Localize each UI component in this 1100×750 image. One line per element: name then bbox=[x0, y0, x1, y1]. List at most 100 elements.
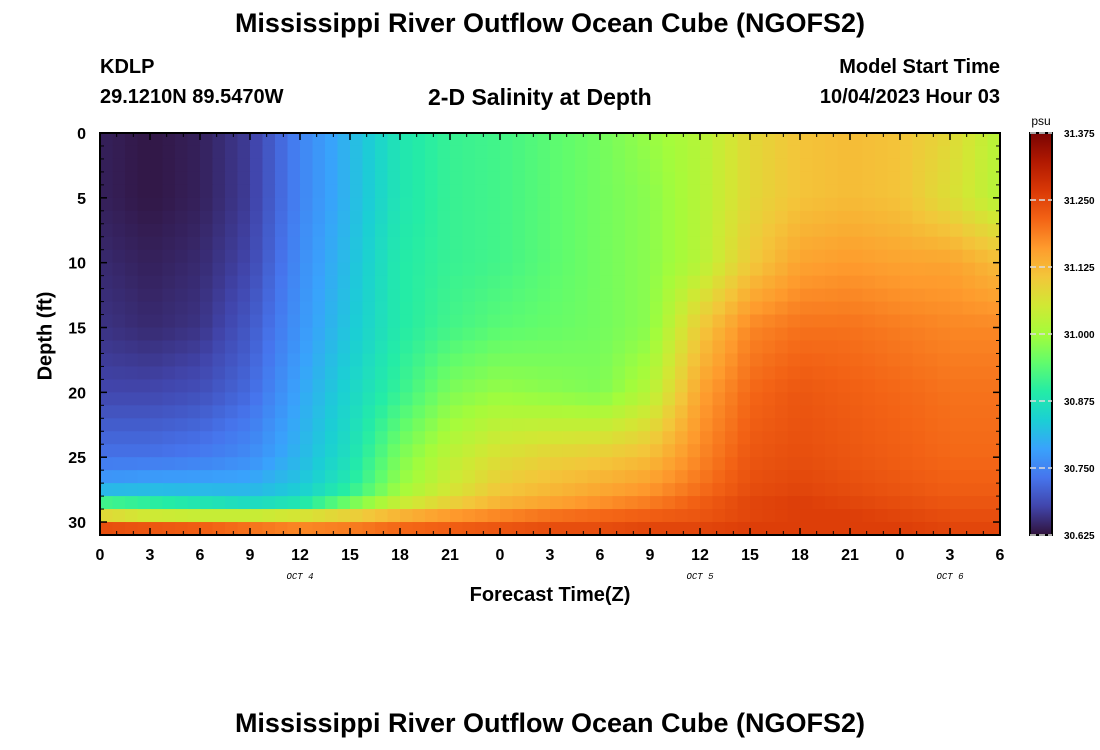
heatmap-cell bbox=[512, 379, 526, 393]
heatmap-cell bbox=[662, 223, 676, 238]
heatmap-cell bbox=[150, 366, 164, 380]
heatmap-cell bbox=[737, 522, 751, 536]
heatmap-cell bbox=[337, 288, 351, 303]
heatmap-cell bbox=[562, 405, 576, 419]
heatmap-cell bbox=[962, 210, 976, 225]
heatmap-cell bbox=[737, 405, 751, 419]
heatmap-cell bbox=[362, 249, 376, 264]
heatmap-cell bbox=[662, 197, 676, 212]
heatmap-cell bbox=[962, 158, 976, 173]
heatmap-cell bbox=[350, 405, 364, 419]
heatmap-cell bbox=[862, 366, 876, 380]
heatmap-cell bbox=[237, 210, 251, 225]
heatmap-cell bbox=[237, 145, 251, 160]
heatmap-cell bbox=[762, 133, 776, 147]
heatmap-cell bbox=[137, 133, 151, 147]
heatmap-cell bbox=[950, 314, 964, 329]
heatmap-cell bbox=[300, 158, 314, 173]
heatmap-cell bbox=[450, 158, 464, 173]
heatmap-cell bbox=[550, 262, 564, 277]
heatmap-cell bbox=[862, 314, 876, 329]
heatmap-cell bbox=[625, 210, 639, 225]
heatmap-cell bbox=[787, 431, 801, 445]
heatmap-cell bbox=[700, 262, 714, 277]
heatmap-cell bbox=[675, 197, 689, 212]
heatmap-cell bbox=[600, 197, 614, 212]
heatmap-cell bbox=[800, 418, 814, 432]
heatmap-cell bbox=[775, 431, 789, 445]
heatmap-cell bbox=[762, 275, 776, 290]
heatmap-cell bbox=[737, 197, 751, 212]
heatmap-cell bbox=[137, 275, 151, 290]
heatmap-cell bbox=[787, 171, 801, 186]
heatmap-cell bbox=[362, 483, 376, 497]
heatmap-cell bbox=[937, 470, 951, 484]
heatmap-cell bbox=[437, 483, 451, 497]
heatmap-cell bbox=[325, 327, 339, 342]
heatmap-cell bbox=[537, 197, 551, 212]
heatmap-cell bbox=[950, 158, 964, 173]
heatmap-cell bbox=[562, 470, 576, 484]
heatmap-cell bbox=[875, 392, 889, 406]
heatmap-cell bbox=[162, 457, 176, 471]
heatmap-cell bbox=[400, 444, 414, 458]
heatmap-cell bbox=[312, 340, 326, 355]
heatmap-cell bbox=[875, 184, 889, 199]
heatmap-cell bbox=[262, 327, 276, 342]
heatmap-cell bbox=[500, 392, 514, 406]
heatmap-cell bbox=[100, 431, 114, 445]
heatmap-cell bbox=[500, 275, 514, 290]
heatmap-cell bbox=[350, 171, 364, 186]
heatmap-cell bbox=[837, 236, 851, 251]
heatmap-cell bbox=[162, 288, 176, 303]
heatmap-cell bbox=[750, 522, 764, 536]
heatmap-cell bbox=[537, 223, 551, 238]
heatmap-cell bbox=[887, 366, 901, 380]
heatmap-cell bbox=[237, 249, 251, 264]
heatmap-cell bbox=[500, 327, 514, 342]
heatmap-cell bbox=[275, 418, 289, 432]
heatmap-cell bbox=[862, 457, 876, 471]
heatmap-cell bbox=[737, 431, 751, 445]
heatmap-cell bbox=[625, 236, 639, 251]
heatmap-cell bbox=[662, 444, 676, 458]
heatmap-cell bbox=[975, 327, 989, 342]
heatmap-cell bbox=[350, 457, 364, 471]
heatmap-cell bbox=[250, 158, 264, 173]
x-tick-label: 0 bbox=[96, 547, 105, 564]
heatmap-cell bbox=[875, 483, 889, 497]
heatmap-cell bbox=[975, 236, 989, 251]
heatmap-cell bbox=[950, 379, 964, 393]
heatmap-cell bbox=[912, 379, 926, 393]
heatmap-cell bbox=[812, 340, 826, 355]
heatmap-cell bbox=[162, 444, 176, 458]
heatmap-cell bbox=[550, 496, 564, 510]
heatmap-cell bbox=[150, 262, 164, 277]
heatmap-cell bbox=[925, 353, 939, 368]
heatmap-cell bbox=[837, 275, 851, 290]
heatmap-cell bbox=[575, 158, 589, 173]
heatmap-cell bbox=[987, 133, 1001, 147]
heatmap-cell bbox=[225, 522, 239, 536]
heatmap-cell bbox=[325, 288, 339, 303]
heatmap-cell bbox=[275, 249, 289, 264]
heatmap-cell bbox=[712, 288, 726, 303]
heatmap-cell bbox=[325, 133, 339, 147]
heatmap-cell bbox=[812, 301, 826, 316]
heatmap-cell bbox=[175, 483, 189, 497]
heatmap-cell bbox=[262, 496, 276, 510]
heatmap-cell bbox=[650, 366, 664, 380]
heatmap-cell bbox=[337, 327, 351, 342]
heatmap-cell bbox=[587, 483, 601, 497]
heatmap-cell bbox=[850, 184, 864, 199]
heatmap-cell bbox=[462, 431, 476, 445]
heatmap-cell bbox=[450, 145, 464, 160]
heatmap-cell bbox=[762, 327, 776, 342]
heatmap-cell bbox=[925, 262, 939, 277]
heatmap-cell bbox=[725, 366, 739, 380]
heatmap-cell bbox=[537, 470, 551, 484]
heatmap-cell bbox=[812, 431, 826, 445]
heatmap-cell bbox=[575, 236, 589, 251]
heatmap-cell bbox=[312, 145, 326, 160]
heatmap-cell bbox=[500, 496, 514, 510]
